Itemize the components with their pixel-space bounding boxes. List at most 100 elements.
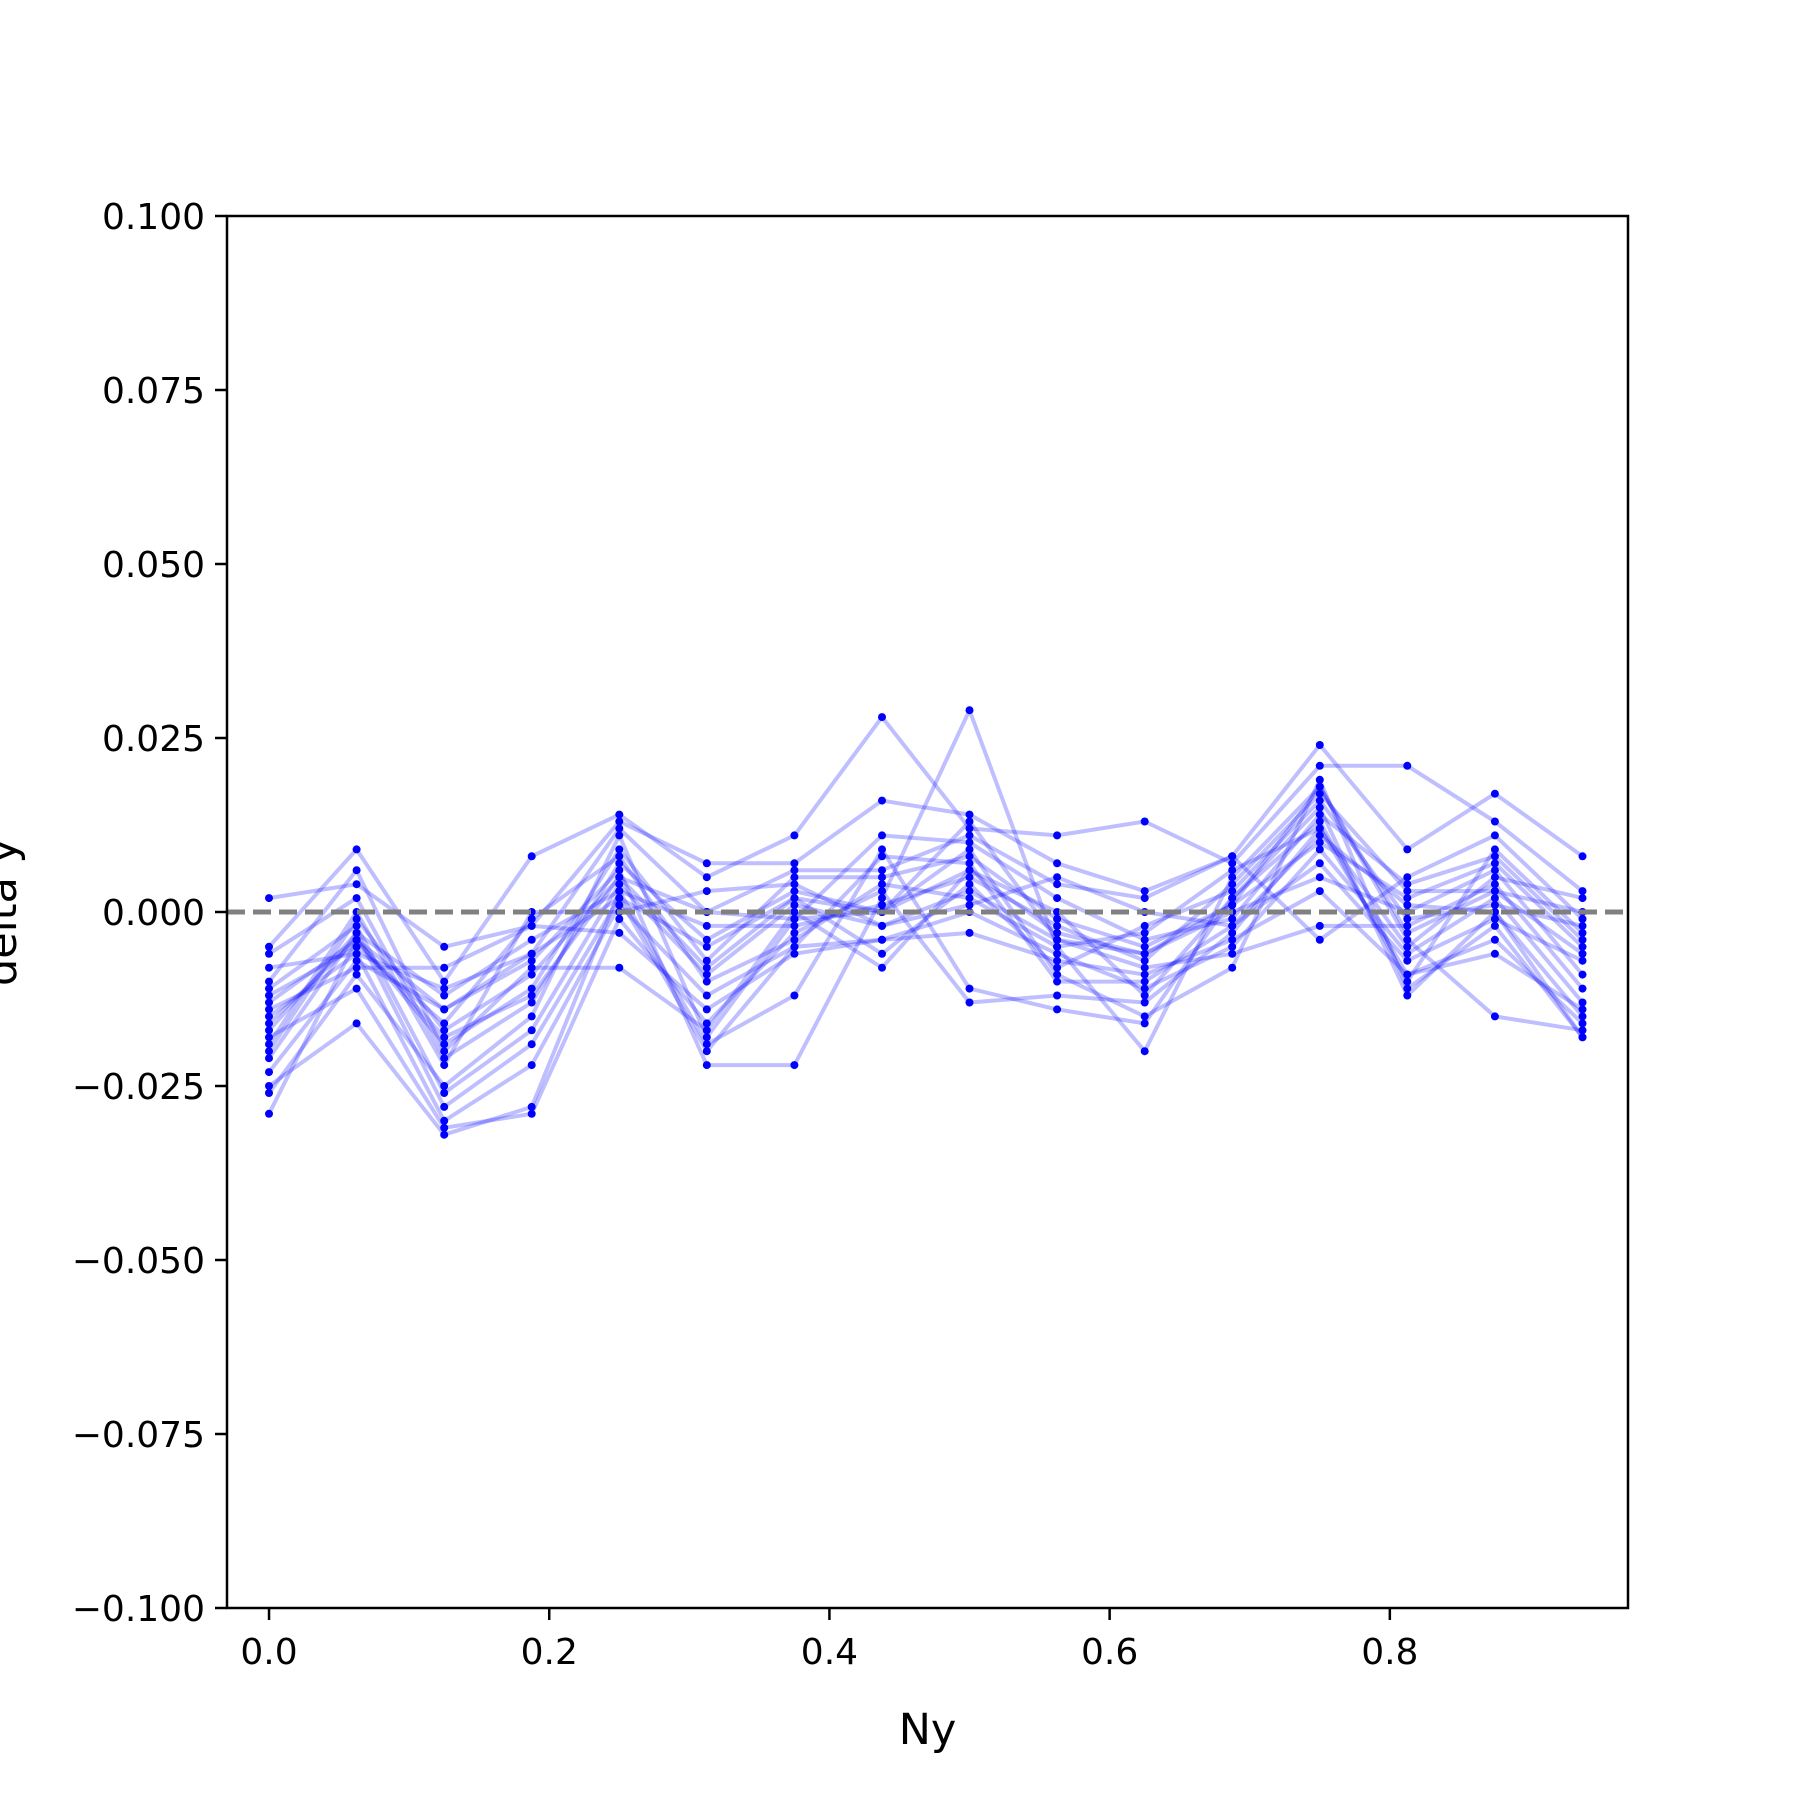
series-line-6 bbox=[267, 847, 1585, 1123]
data-point bbox=[1490, 831, 1499, 840]
data-point bbox=[615, 831, 624, 840]
data-point bbox=[965, 810, 974, 819]
y-tick-label: 0.100 bbox=[102, 197, 205, 238]
data-point bbox=[878, 873, 886, 882]
data-point bbox=[1228, 915, 1237, 923]
data-point bbox=[1403, 880, 1412, 889]
data-point bbox=[527, 1040, 536, 1049]
data-point bbox=[702, 859, 711, 868]
data-point bbox=[1228, 949, 1237, 958]
series-line-8 bbox=[267, 861, 1585, 1061]
data-point bbox=[265, 1089, 273, 1097]
data-point bbox=[790, 915, 799, 923]
data-point bbox=[1490, 866, 1499, 875]
data-point bbox=[352, 845, 361, 854]
data-point bbox=[1490, 921, 1499, 930]
marker-layer bbox=[265, 706, 1587, 1139]
data-point bbox=[1315, 796, 1324, 805]
series-line-18 bbox=[268, 826, 1584, 991]
data-point bbox=[352, 866, 361, 875]
series-line-11 bbox=[267, 798, 1583, 1074]
data-point bbox=[352, 921, 361, 930]
series-line-5 bbox=[268, 826, 1584, 1130]
data-point bbox=[1053, 894, 1062, 903]
data-point bbox=[965, 706, 974, 715]
data-point bbox=[1053, 859, 1062, 868]
data-point bbox=[702, 970, 711, 979]
data-point bbox=[1490, 894, 1499, 903]
data-point bbox=[352, 942, 361, 951]
data-point bbox=[527, 998, 536, 1007]
data-point bbox=[1315, 817, 1324, 826]
data-point bbox=[1578, 942, 1587, 951]
data-point bbox=[702, 1005, 711, 1014]
data-point bbox=[1490, 935, 1499, 944]
y-tick-label: 0.075 bbox=[102, 371, 205, 412]
data-point bbox=[1578, 894, 1587, 903]
data-point bbox=[352, 915, 361, 923]
data-point bbox=[965, 817, 974, 826]
data-point bbox=[1578, 956, 1587, 965]
data-point bbox=[615, 928, 624, 937]
data-point bbox=[1490, 845, 1499, 854]
data-point bbox=[440, 1130, 449, 1139]
data-point bbox=[1315, 887, 1324, 896]
y-tick-label: −0.075 bbox=[72, 1415, 205, 1456]
data-point bbox=[1490, 880, 1499, 889]
data-point bbox=[965, 831, 974, 840]
data-point bbox=[1403, 901, 1412, 909]
data-point bbox=[352, 963, 361, 972]
data-point bbox=[965, 928, 974, 937]
data-point bbox=[265, 1026, 273, 1035]
data-point bbox=[790, 942, 799, 951]
data-point bbox=[265, 1054, 273, 1063]
data-point bbox=[878, 887, 886, 896]
data-point bbox=[1403, 761, 1412, 770]
data-point bbox=[790, 859, 799, 868]
data-point bbox=[1228, 880, 1237, 889]
data-point bbox=[1578, 1005, 1587, 1014]
data-point bbox=[1315, 824, 1324, 833]
data-point bbox=[702, 921, 711, 930]
data-point bbox=[1140, 1012, 1149, 1021]
data-point bbox=[527, 984, 536, 993]
data-point bbox=[790, 908, 799, 916]
data-point bbox=[1228, 921, 1237, 930]
data-point bbox=[965, 901, 974, 909]
data-point bbox=[440, 991, 449, 1000]
data-point bbox=[965, 845, 974, 854]
y-tick-label: 0.050 bbox=[102, 545, 205, 586]
data-point bbox=[265, 942, 273, 951]
data-point bbox=[440, 1040, 449, 1049]
data-point bbox=[1315, 873, 1324, 882]
data-point bbox=[1578, 1026, 1587, 1035]
data-point bbox=[878, 796, 886, 805]
x-tick-label: 0.0 bbox=[240, 1632, 297, 1673]
data-point bbox=[790, 866, 799, 875]
data-point bbox=[1053, 942, 1062, 951]
data-point bbox=[878, 894, 886, 903]
data-point bbox=[352, 984, 361, 993]
data-point bbox=[1403, 928, 1412, 937]
data-point bbox=[1140, 963, 1149, 972]
data-point bbox=[878, 963, 886, 972]
data-point bbox=[615, 963, 624, 972]
data-point bbox=[440, 1123, 449, 1132]
data-point bbox=[1053, 991, 1062, 1000]
data-point bbox=[878, 866, 886, 875]
data-point bbox=[1578, 1019, 1587, 1028]
data-point bbox=[527, 949, 536, 958]
data-point bbox=[878, 949, 886, 958]
data-point bbox=[527, 921, 536, 930]
data-point bbox=[1578, 970, 1587, 979]
data-point bbox=[1140, 984, 1149, 993]
data-point bbox=[1315, 921, 1324, 930]
data-point bbox=[1140, 921, 1149, 930]
data-point bbox=[790, 991, 799, 1000]
data-point bbox=[527, 970, 536, 979]
data-point bbox=[702, 963, 711, 972]
series-line-9 bbox=[267, 840, 1584, 1047]
data-point bbox=[440, 1047, 449, 1056]
series-line-4 bbox=[267, 805, 1585, 1137]
data-point bbox=[1053, 956, 1062, 965]
